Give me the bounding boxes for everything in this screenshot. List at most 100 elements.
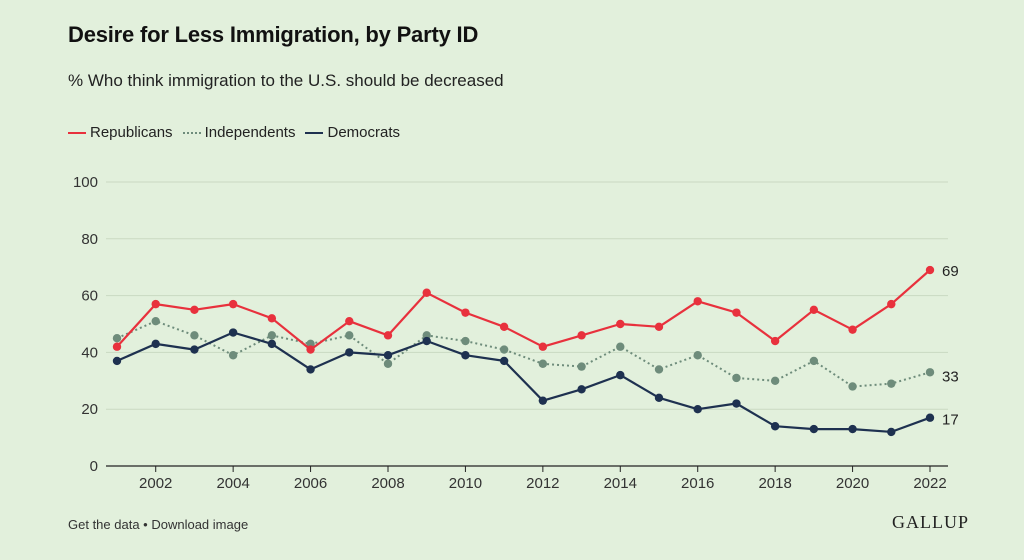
legend-label-republicans: Republicans [90, 124, 173, 141]
point-independents-2001 [112, 334, 122, 343]
point-independents-2021 [887, 379, 896, 388]
x-tick-label-2020: 2020 [836, 475, 869, 492]
point-democrats-2022 [925, 413, 935, 422]
y-tick-label-100: 100 [73, 174, 98, 191]
legend-label-independents: Independents [204, 124, 296, 141]
point-democrats-2016 [693, 405, 702, 414]
point-democrats-2019 [809, 424, 819, 434]
point-democrats-2018 [770, 422, 780, 431]
point-democrats-2017 [732, 399, 741, 408]
x-tick-label-2022: 2022 [913, 475, 946, 492]
point-republicans-2011 [499, 322, 509, 332]
point-independents-2007 [345, 331, 354, 340]
gallup-logo: GALLUP [892, 512, 969, 532]
x-tick-label-2008: 2008 [371, 475, 404, 492]
legend-item-independents[interactable]: Independents [182, 124, 296, 141]
point-independents-2005 [267, 331, 277, 340]
legend-item-republicans[interactable]: Republicans [68, 124, 173, 141]
chart-title: Desire for Less Immigration, by Party ID [68, 22, 479, 47]
point-independents-2022 [925, 368, 935, 377]
point-republicans-2012 [538, 342, 548, 351]
point-republicans-2020 [848, 325, 857, 334]
point-independents-2015 [654, 365, 664, 374]
footer: Get the data • Download image [68, 517, 248, 532]
point-independents-2018 [770, 376, 780, 385]
point-independents-2017 [732, 373, 741, 383]
point-democrats-2006 [306, 365, 315, 374]
point-democrats-2021 [887, 427, 896, 437]
y-tick-label-60: 60 [81, 288, 98, 305]
point-republicans-2017 [732, 308, 741, 317]
y-tick-label-0: 0 [90, 458, 98, 475]
footer-separator: • [139, 517, 152, 532]
point-democrats-2011 [499, 356, 509, 366]
point-republicans-2018 [770, 336, 780, 346]
download-image-link[interactable]: Download image [151, 517, 249, 532]
y-tick-label-40: 40 [81, 344, 98, 361]
series-line-democrats [116, 331, 931, 433]
point-republicans-2005 [267, 314, 277, 323]
point-independents-2020 [848, 382, 857, 391]
point-independents-2008 [383, 359, 393, 368]
point-republicans-2019 [809, 305, 819, 314]
point-democrats-2007 [345, 348, 354, 357]
end-label-republicans: 69 [942, 263, 959, 280]
end-label-democrats: 17 [942, 412, 959, 429]
point-democrats-2001 [112, 356, 122, 366]
point-republicans-2001 [112, 342, 122, 351]
point-republicans-2013 [577, 331, 586, 340]
point-independents-2004 [228, 351, 238, 360]
point-independents-2019 [809, 356, 819, 366]
chart-subtitle: % Who think immigration to the U.S. shou… [68, 71, 504, 90]
series-line-republicans [116, 269, 931, 351]
point-republicans-2009 [422, 288, 431, 297]
get-data-link[interactable]: Get the data [68, 517, 140, 532]
point-republicans-2015 [654, 322, 664, 332]
point-republicans-2004 [228, 299, 238, 309]
point-independents-2002 [151, 316, 160, 326]
point-republicans-2002 [151, 299, 160, 309]
point-republicans-2007 [345, 316, 354, 326]
point-republicans-2016 [693, 297, 702, 306]
legend-swatch-republicans [68, 131, 86, 134]
point-independents-2011 [499, 345, 509, 354]
point-republicans-2021 [887, 299, 896, 309]
x-tick-label-2006: 2006 [294, 475, 327, 492]
point-independents-2016 [693, 351, 702, 360]
point-republicans-2014 [616, 319, 625, 329]
point-independents-2014 [616, 342, 625, 351]
point-democrats-2015 [654, 393, 664, 403]
legend: Republicans Independents Democrats [68, 124, 410, 141]
point-independents-2003 [190, 331, 199, 340]
x-tick-label-2018: 2018 [758, 475, 791, 492]
series-line-independents [116, 320, 931, 388]
point-democrats-2008 [383, 351, 393, 360]
point-democrats-2009 [422, 336, 431, 346]
point-democrats-2002 [151, 339, 160, 349]
point-republicans-2008 [383, 331, 393, 340]
legend-item-democrats[interactable]: Democrats [305, 124, 400, 141]
x-tick-label-2010: 2010 [449, 475, 482, 492]
point-republicans-2022 [925, 265, 935, 275]
point-republicans-2006 [306, 345, 315, 354]
x-tick-label-2002: 2002 [139, 475, 172, 492]
x-tick-label-2016: 2016 [681, 475, 714, 492]
point-republicans-2003 [190, 305, 199, 314]
point-democrats-2013 [577, 385, 586, 394]
y-tick-label-20: 20 [81, 401, 98, 418]
point-democrats-2014 [616, 370, 625, 380]
y-tick-label-80: 80 [81, 231, 98, 248]
legend-swatch-democrats [305, 131, 324, 134]
point-independents-2013 [577, 362, 586, 371]
point-democrats-2005 [267, 339, 277, 349]
point-democrats-2003 [190, 345, 199, 354]
x-tick-label-2012: 2012 [526, 475, 559, 492]
end-label-independents: 33 [942, 368, 959, 385]
point-democrats-2020 [848, 424, 857, 434]
legend-swatch-independents [182, 131, 201, 134]
x-tick-label-2014: 2014 [604, 475, 637, 492]
point-independents-2012 [538, 359, 548, 368]
point-republicans-2010 [461, 308, 470, 317]
point-democrats-2010 [461, 351, 470, 360]
